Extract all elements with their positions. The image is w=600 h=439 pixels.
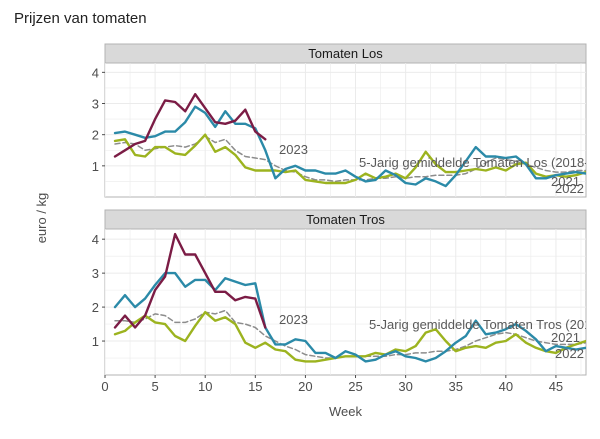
series-label-2023: 2023 [279,312,308,327]
x-tick-label: 15 [248,379,262,394]
y-tick-label: 1 [92,159,99,174]
series-label-2022: 2022 [555,181,584,196]
series-label-2022: 2022 [555,346,584,361]
y-tick-label: 2 [92,128,99,143]
x-tick-label: 35 [448,379,462,394]
y-tick-label: 1 [92,334,99,349]
series-labels: 2023 5-Jarig gemiddelde Tomaten Tros (201… [279,312,600,361]
facet-strip-title: Tomaten Los [308,46,383,61]
series-line-2023 [113,92,267,158]
x-axis-title: Week [329,404,362,419]
x-tick-label: 45 [549,379,563,394]
series-line-avg [114,135,586,183]
y-tick-label: 4 [92,65,99,80]
series-label-avg: 5-Jarig gemiddelde Tomaten Los (2018-202… [359,155,600,170]
x-tick-label: 30 [398,379,412,394]
series-line-2022 [113,105,586,188]
series-label-avg: 5-Jarig gemiddelde Tomaten Tros (2018-20… [369,317,600,332]
y-tick-label: 2 [92,300,99,315]
y-axis-title: euro / kg [34,193,49,244]
series-label-2021: 2021 [551,174,580,189]
x-tick-label: 25 [348,379,362,394]
series-line-2021 [113,133,586,185]
x-tick-label: 40 [499,379,513,394]
series-label-2023: 2023 [279,142,308,157]
y-tick-label: 4 [92,232,99,247]
y-tick-label: 3 [92,97,99,112]
chart-title: Prijzen van tomaten [14,10,147,27]
plot-panel [104,228,587,376]
x-tick-label: 5 [151,379,158,394]
series-lines [113,92,586,188]
series-line-2022 [113,271,586,363]
x-tick-label: 10 [198,379,212,394]
series-line-2023 [113,232,267,329]
facet-strip-title: Tomaten Tros [306,212,385,227]
x-tick-label: 0 [101,379,108,394]
series-lines [113,232,586,363]
y-tick-label: 3 [92,266,99,281]
series-label-2021: 2021 [551,330,580,345]
x-tick-label: 20 [298,379,312,394]
series-labels: 2023 5-Jarig gemiddelde Tomaten Los (2018… [279,142,600,196]
series-line-2021 [113,311,586,363]
